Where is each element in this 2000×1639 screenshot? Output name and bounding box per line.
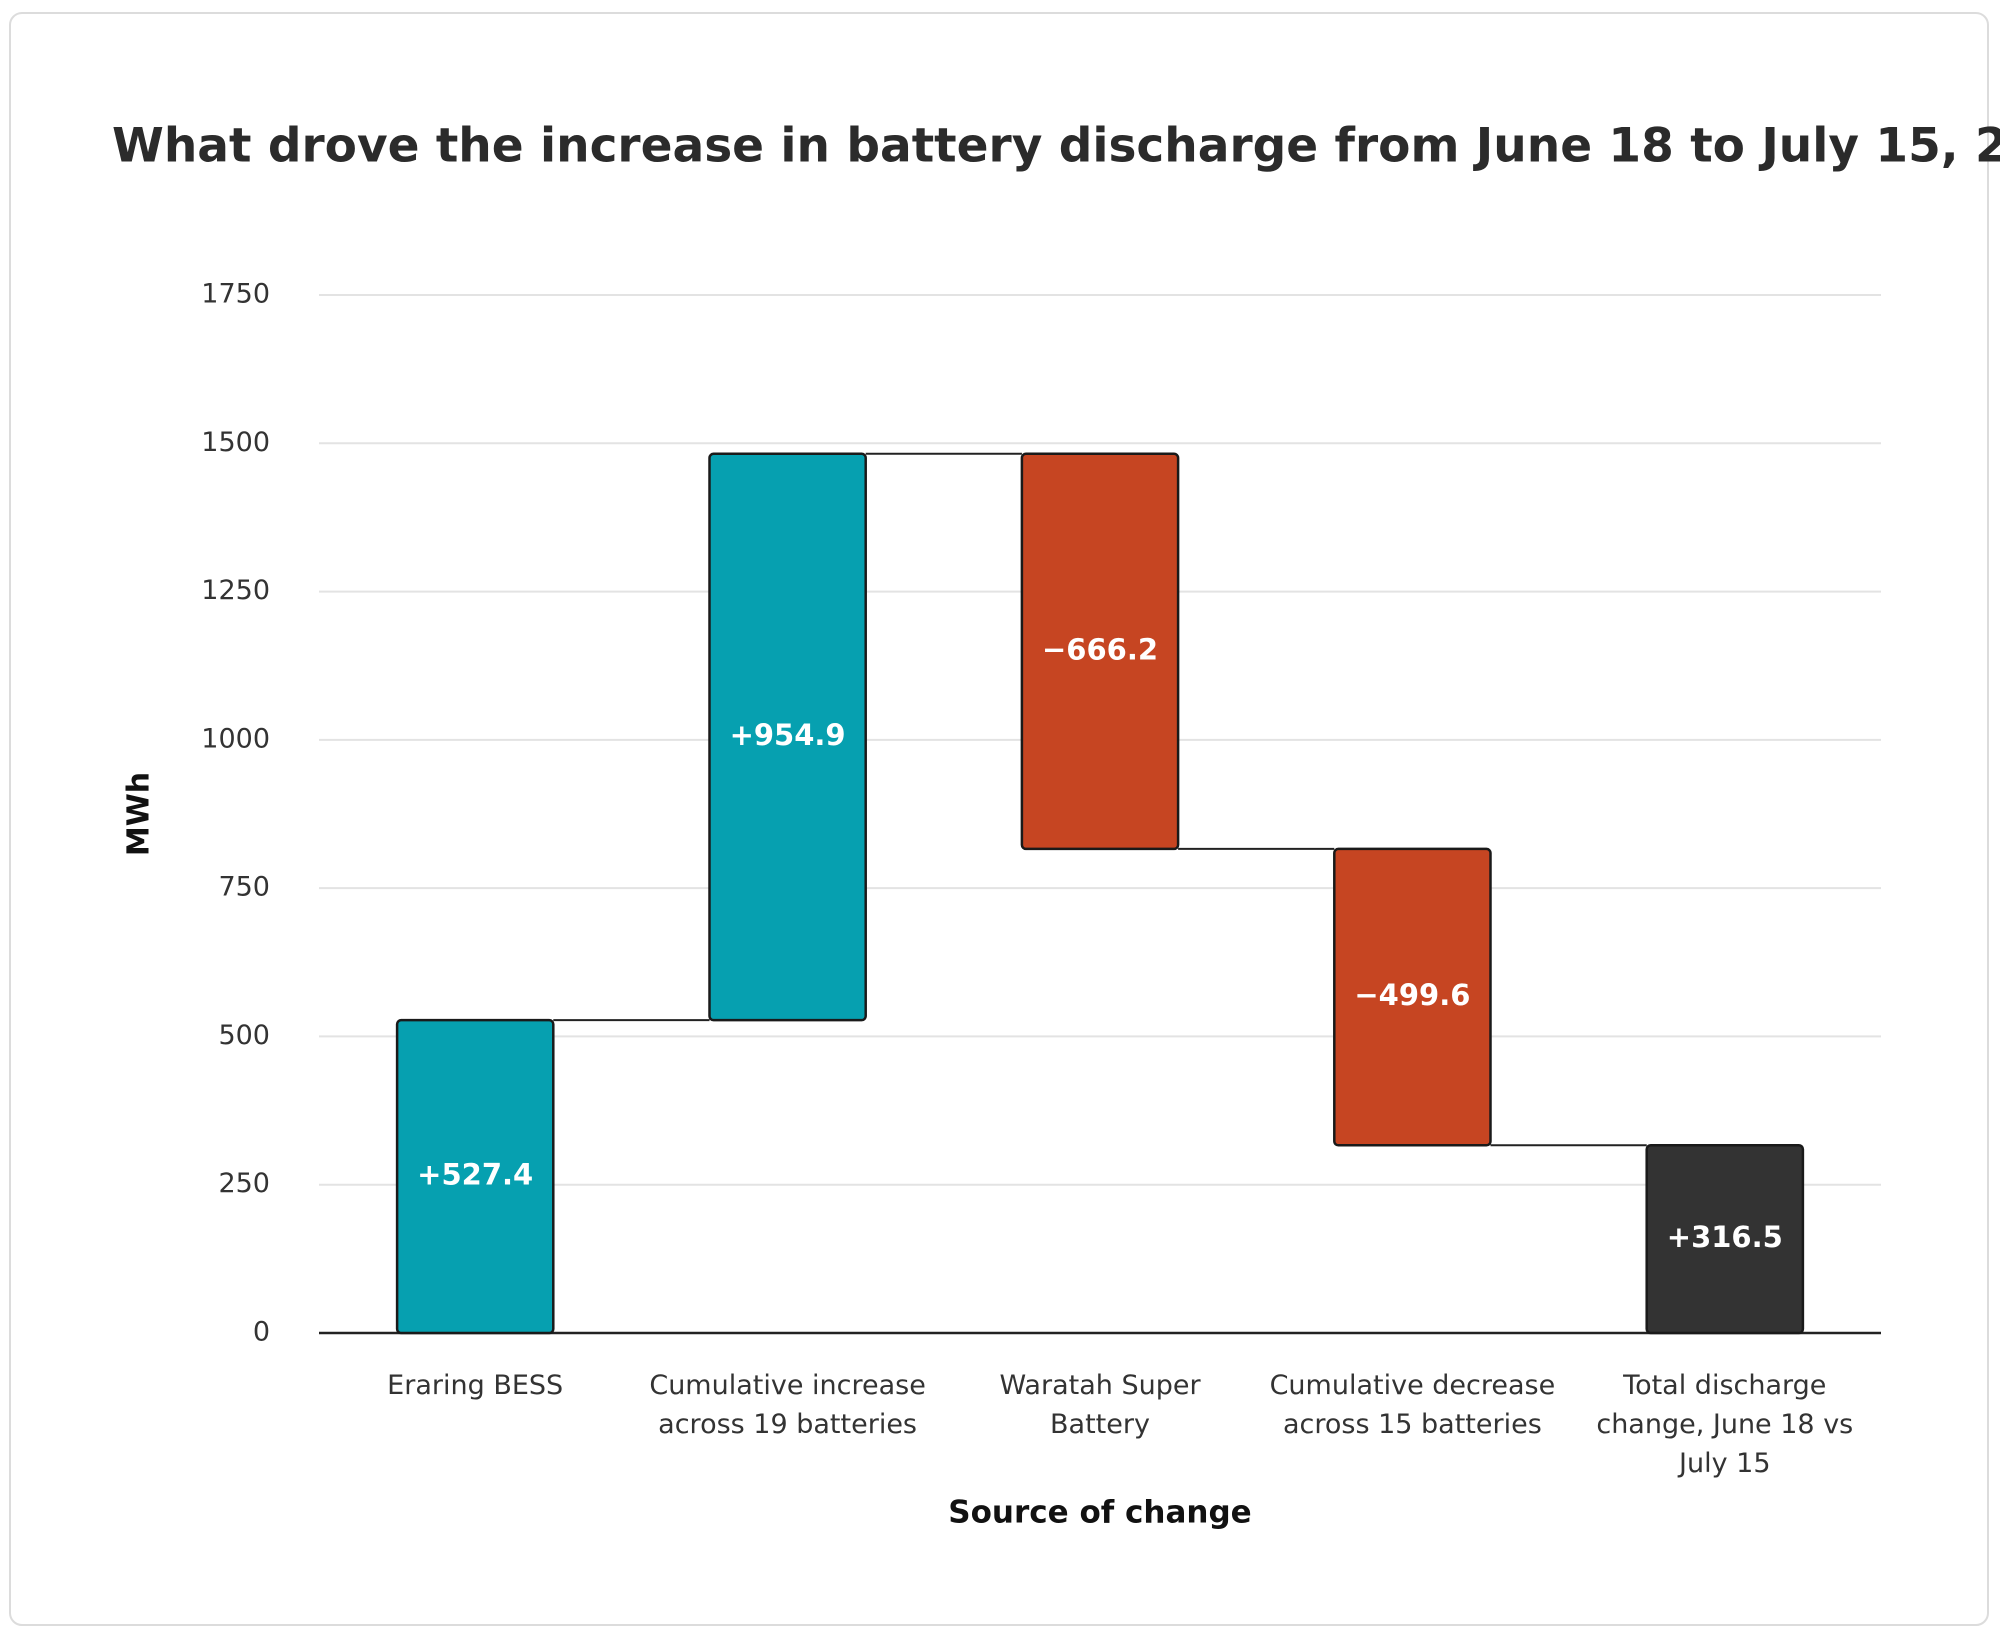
chart-title: What drove the increase in battery disch… xyxy=(112,119,2000,174)
x-tick-label: Waratah Super Battery xyxy=(999,1370,1201,1440)
bar xyxy=(395,1018,555,1335)
y-axis-label: MWh xyxy=(122,772,157,856)
x-tick-label: Cumulative decrease across 15 batteries xyxy=(1269,1370,1556,1440)
y-tick-label: 1250 xyxy=(201,575,270,606)
y-tick-label: 250 xyxy=(218,1168,270,1199)
y-tick-label: 1000 xyxy=(201,723,270,754)
bar xyxy=(1645,1144,1805,1335)
value-label: +527.4 xyxy=(417,1158,533,1192)
x-axis-label: Source of change xyxy=(948,1495,1251,1531)
y-tick-label: 750 xyxy=(218,872,270,903)
value-label: −499.6 xyxy=(1354,978,1470,1012)
bar xyxy=(708,452,867,1022)
value-label: +316.5 xyxy=(1667,1220,1783,1254)
bar xyxy=(1333,847,1492,1147)
x-tick-label: Eraring BESS xyxy=(387,1370,564,1401)
x-tick-label: Total discharge change, June 18 vs July … xyxy=(1596,1370,1854,1479)
bar xyxy=(1020,452,1180,851)
y-tick-label: 1750 xyxy=(201,279,270,310)
x-tick-label: Cumulative increase across 19 batteries xyxy=(649,1370,926,1440)
y-tick-label: 1500 xyxy=(201,427,270,458)
value-label: −666.2 xyxy=(1042,632,1158,666)
y-tick-label: 500 xyxy=(218,1020,270,1051)
y-tick-label: 0 xyxy=(253,1317,270,1348)
value-label: +954.9 xyxy=(730,718,846,752)
